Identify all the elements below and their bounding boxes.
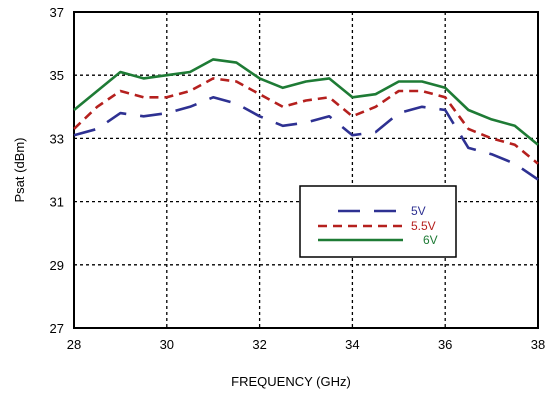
x-tick-label: 34 [345,337,359,352]
y-axis-ticks: 27 29 31 33 35 37 [50,5,64,336]
legend-box [299,185,457,258]
legend-label-6v: 6V [423,233,438,247]
x-tick-label: 30 [160,337,174,352]
y-tick-label: 37 [50,5,64,20]
x-tick-label: 28 [67,337,81,352]
y-tick-label: 29 [50,258,64,273]
series-lines [73,58,539,181]
y-tick-label: 33 [50,131,64,146]
series-line-6v [73,58,539,146]
y-tick-label: 27 [50,321,64,336]
x-axis-label: FREQUENCY (GHz) [231,374,351,389]
x-axis-ticks: 28 30 32 34 36 38 [67,337,545,352]
legend: 5V 5.5V 6V [299,185,457,258]
legend-label-5v: 5V [411,204,426,218]
plot-frame [73,11,539,329]
x-tick-label: 38 [531,337,545,352]
x-tick-label: 36 [438,337,452,352]
x-tick-label: 32 [252,337,266,352]
legend-label-5-5v: 5.5V [411,219,436,233]
y-axis-label: Psat (dBm) [12,137,27,202]
series-line-5-5v [73,77,539,165]
y-tick-label: 31 [50,195,64,210]
y-tick-label: 35 [50,68,64,83]
series-line-5v [73,96,539,181]
grid-lines [74,12,538,328]
